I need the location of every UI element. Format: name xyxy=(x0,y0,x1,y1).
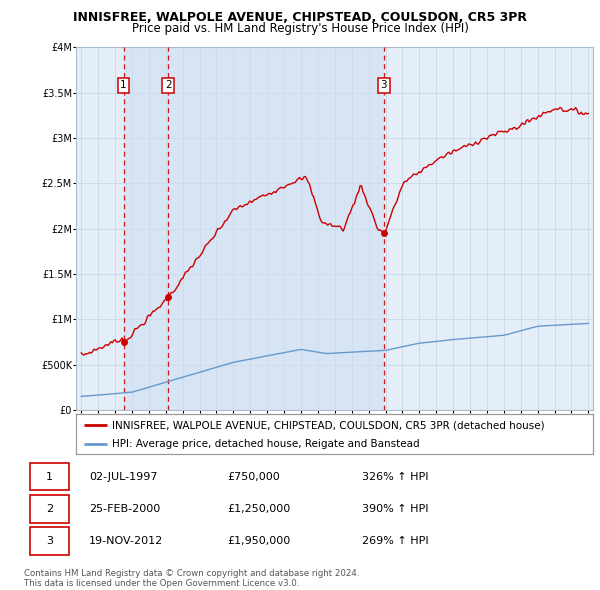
Text: HPI: Average price, detached house, Reigate and Banstead: HPI: Average price, detached house, Reig… xyxy=(112,440,420,449)
Text: 1: 1 xyxy=(46,472,53,482)
Text: 2: 2 xyxy=(165,80,172,90)
Text: 25-FEB-2000: 25-FEB-2000 xyxy=(89,504,160,514)
Text: 2: 2 xyxy=(46,504,53,514)
Text: 1: 1 xyxy=(120,80,127,90)
Text: £1,250,000: £1,250,000 xyxy=(227,504,290,514)
Text: 390% ↑ HPI: 390% ↑ HPI xyxy=(362,504,429,514)
Text: 3: 3 xyxy=(46,536,53,546)
Bar xyxy=(124,47,169,410)
Text: 269% ↑ HPI: 269% ↑ HPI xyxy=(362,536,429,546)
Bar xyxy=(169,47,384,410)
Text: INNISFREE, WALPOLE AVENUE, CHIPSTEAD, COULSDON, CR5 3PR (detached house): INNISFREE, WALPOLE AVENUE, CHIPSTEAD, CO… xyxy=(112,420,545,430)
Text: £1,950,000: £1,950,000 xyxy=(227,536,290,546)
FancyBboxPatch shape xyxy=(29,463,69,490)
Text: 19-NOV-2012: 19-NOV-2012 xyxy=(89,536,163,546)
Text: £750,000: £750,000 xyxy=(227,472,280,482)
FancyBboxPatch shape xyxy=(29,495,69,523)
FancyBboxPatch shape xyxy=(29,527,69,555)
Text: 02-JUL-1997: 02-JUL-1997 xyxy=(89,472,157,482)
Text: Contains HM Land Registry data © Crown copyright and database right 2024.
This d: Contains HM Land Registry data © Crown c… xyxy=(24,569,359,588)
Text: INNISFREE, WALPOLE AVENUE, CHIPSTEAD, COULSDON, CR5 3PR: INNISFREE, WALPOLE AVENUE, CHIPSTEAD, CO… xyxy=(73,11,527,24)
Text: 3: 3 xyxy=(380,80,387,90)
Text: Price paid vs. HM Land Registry's House Price Index (HPI): Price paid vs. HM Land Registry's House … xyxy=(131,22,469,35)
Text: 326% ↑ HPI: 326% ↑ HPI xyxy=(362,472,429,482)
